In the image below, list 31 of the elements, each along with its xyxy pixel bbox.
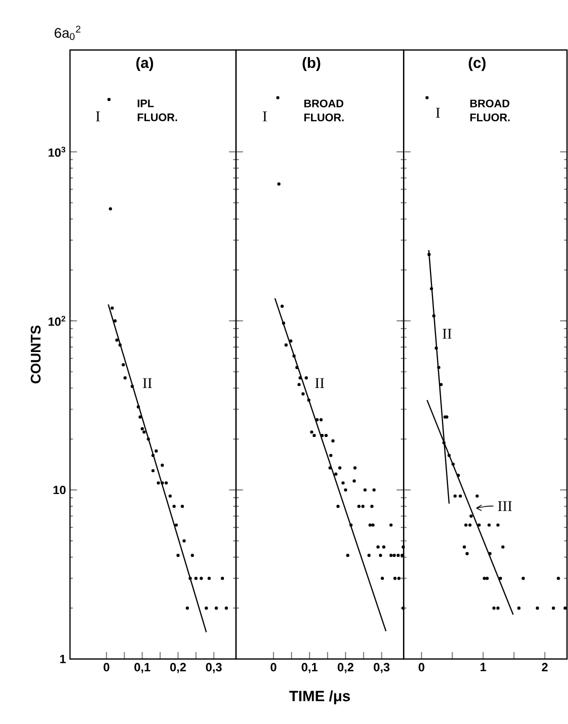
x-axis-title: TIME /μs <box>289 690 350 704</box>
chart-title: (a) <box>136 57 154 71</box>
annotation: III <box>498 501 512 512</box>
annotation: I <box>436 108 440 118</box>
x-tick-label: 0,3 <box>206 662 222 674</box>
annotation: BROAD FLUOR. <box>304 100 344 122</box>
annotation: I <box>96 111 100 122</box>
x-tick-label: 1 <box>480 662 486 672</box>
x-tick-label: 0,1 <box>302 662 318 674</box>
y-tick-label: 10$^{2}$ <box>48 316 66 326</box>
x-tick-label: 0,2 <box>338 662 354 674</box>
x-tick-label: 0,1 <box>134 662 150 674</box>
y-tick-label: 10 <box>54 486 66 494</box>
annotation: II <box>142 378 152 388</box>
annotation: BROAD FLUOR. <box>470 100 510 122</box>
x-tick-label: 0 <box>270 662 276 672</box>
x-tick-label: 0 <box>418 662 424 672</box>
x-tick-label: 0,3 <box>374 662 390 674</box>
chart-title: (c) <box>468 57 486 71</box>
annotation: II <box>442 328 452 339</box>
annotation: II <box>315 378 324 388</box>
chart-subtitle: 6a$_{0}$2 <box>54 26 80 40</box>
y-tick-label: 1 <box>60 654 66 664</box>
chart-title: (b) <box>302 57 320 71</box>
x-tick-label: 2 <box>542 662 548 672</box>
annotation: I <box>262 111 267 122</box>
y-axis-title: COUNTS <box>30 326 41 384</box>
x-tick-label: 0,2 <box>170 662 186 674</box>
x-tick-label: 0 <box>104 662 110 672</box>
annotation: IPL FLUOR. <box>138 100 178 122</box>
y-tick-label: 10$^{3}$ <box>48 146 66 157</box>
